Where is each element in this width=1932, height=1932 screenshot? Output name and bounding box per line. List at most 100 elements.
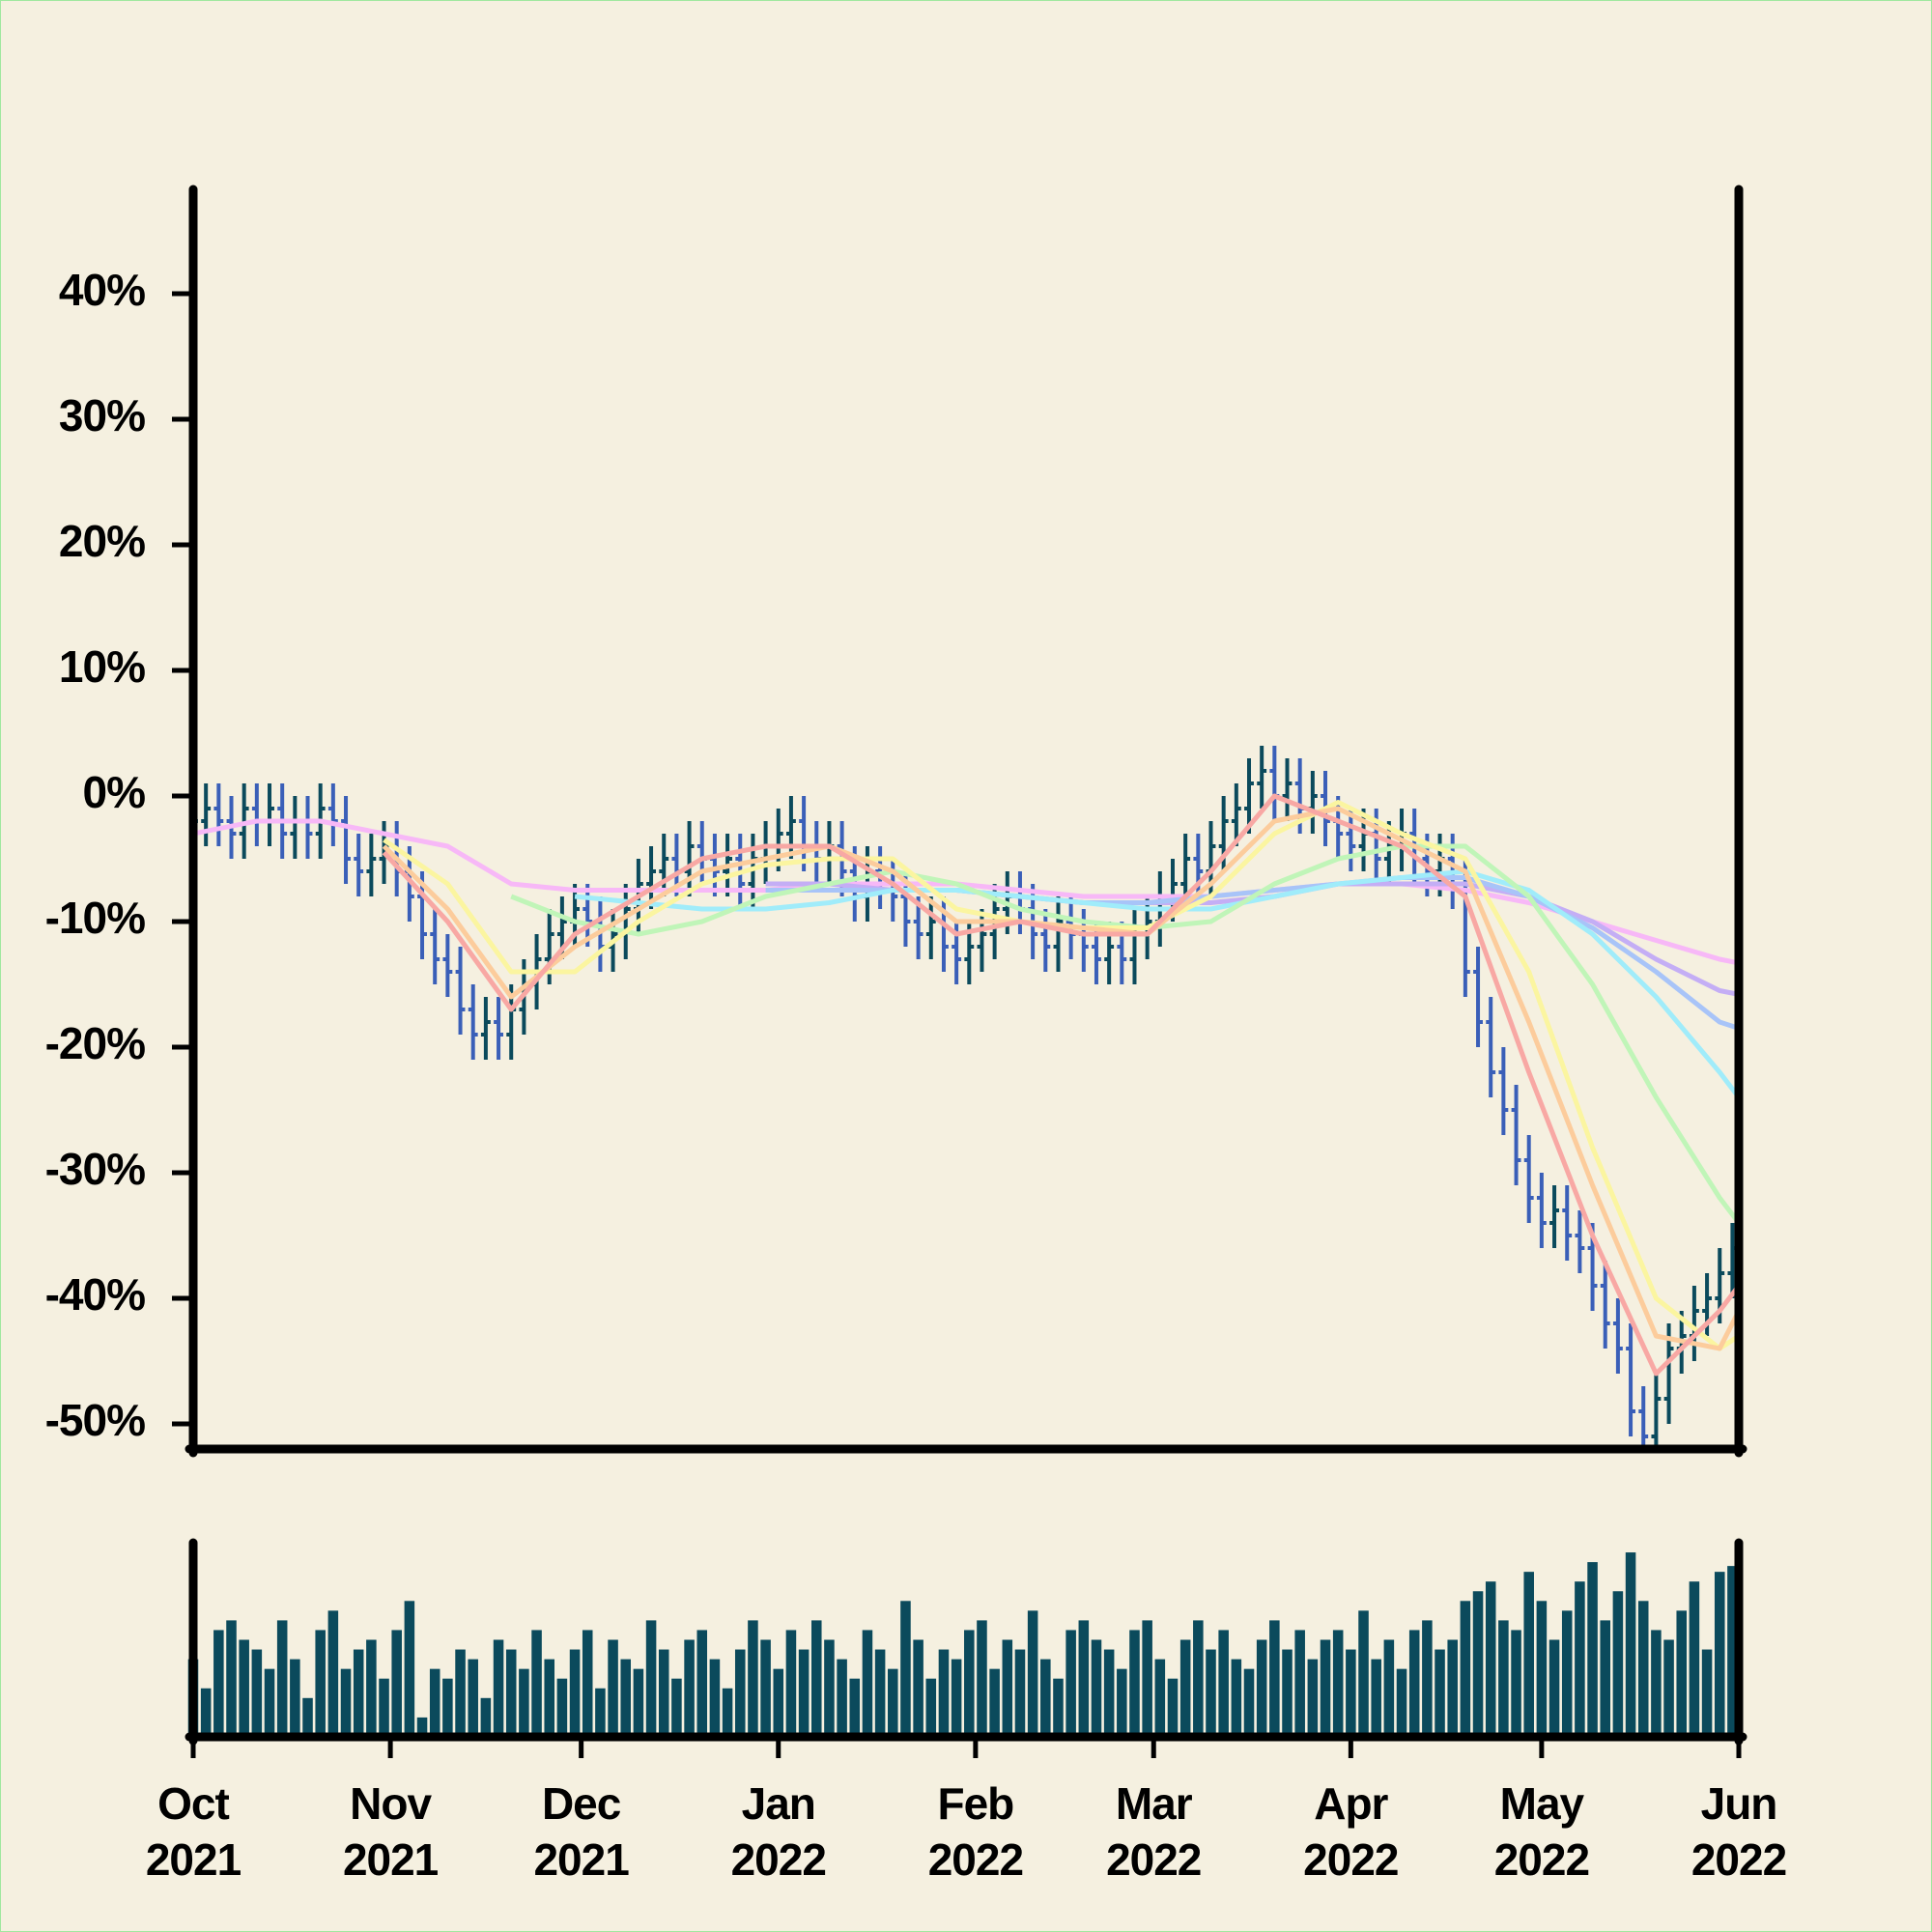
ohlc-bar bbox=[1257, 746, 1267, 809]
volume-bar bbox=[416, 1717, 428, 1737]
ohlc-bar bbox=[709, 834, 720, 896]
ohlc-bar bbox=[785, 796, 796, 859]
volume-bar bbox=[1269, 1620, 1280, 1737]
volume-bar bbox=[1231, 1659, 1242, 1737]
volume-bar bbox=[1243, 1668, 1255, 1737]
volume-bar bbox=[505, 1649, 517, 1737]
volume-bar bbox=[455, 1649, 466, 1737]
volume-bar bbox=[874, 1649, 886, 1737]
ohlc-bar bbox=[1498, 1047, 1509, 1135]
volume-bar bbox=[938, 1649, 950, 1737]
volume-bar bbox=[748, 1620, 758, 1737]
volume-bar bbox=[620, 1659, 632, 1737]
volume-bar bbox=[1714, 1572, 1725, 1737]
volume-bar bbox=[1014, 1649, 1026, 1737]
ohlc-bar bbox=[468, 984, 478, 1060]
x-tick-label: Dec 2021 bbox=[533, 1778, 629, 1885]
volume-bar bbox=[1027, 1610, 1038, 1737]
volume-bar bbox=[1320, 1639, 1331, 1737]
volume-bar bbox=[1282, 1649, 1293, 1737]
volume-bar bbox=[1218, 1630, 1229, 1737]
volume-bar bbox=[1396, 1668, 1407, 1737]
volume-bar bbox=[1561, 1610, 1573, 1737]
ohlc-bar bbox=[646, 846, 657, 909]
volume-bar bbox=[1663, 1639, 1674, 1737]
volume-bar bbox=[519, 1668, 529, 1737]
ohlc-bar bbox=[1078, 909, 1089, 972]
ohlc-bar bbox=[1473, 947, 1483, 1047]
ohlc-bar bbox=[1015, 871, 1025, 934]
volume-bar bbox=[1167, 1678, 1179, 1737]
ohlc-bar bbox=[494, 997, 503, 1060]
volume-bar bbox=[1536, 1601, 1548, 1737]
ohlc-bar bbox=[1282, 758, 1293, 821]
volume-bar bbox=[798, 1649, 810, 1737]
ohlc-bar bbox=[354, 834, 364, 896]
volume-bar bbox=[1040, 1659, 1051, 1737]
x-tick-label: Jun 2022 bbox=[1690, 1778, 1787, 1885]
volume-bar bbox=[671, 1678, 682, 1737]
volume-bar bbox=[1193, 1620, 1204, 1737]
volume-bar bbox=[468, 1659, 478, 1737]
volume-bar bbox=[429, 1668, 440, 1737]
ohlc-bar bbox=[1307, 771, 1318, 834]
volume-bar bbox=[900, 1601, 911, 1737]
volume-bar bbox=[1332, 1630, 1344, 1737]
volume-bar bbox=[1129, 1630, 1140, 1737]
y-tick-label: -20% bbox=[45, 1018, 145, 1068]
volume-bar bbox=[1511, 1630, 1521, 1737]
volume-bar bbox=[569, 1649, 581, 1737]
ohlc-bar bbox=[1244, 758, 1254, 834]
ohlc-bar bbox=[1053, 896, 1064, 972]
volume-bar bbox=[264, 1668, 275, 1737]
volume-bar bbox=[391, 1630, 402, 1737]
volume-bar bbox=[1206, 1649, 1216, 1737]
volume-bar bbox=[1383, 1639, 1395, 1737]
ohlc-bar bbox=[239, 783, 249, 859]
volume-bar bbox=[684, 1639, 695, 1737]
volume-bar bbox=[862, 1630, 873, 1737]
volume-bar bbox=[226, 1620, 237, 1737]
volume-bar bbox=[1485, 1581, 1496, 1737]
ohlc-bar bbox=[620, 884, 631, 959]
ohlc-bar bbox=[201, 783, 212, 846]
ohlc-bar bbox=[1231, 783, 1241, 846]
volume-bar bbox=[811, 1620, 822, 1737]
volume-bar bbox=[276, 1620, 288, 1737]
volume-bar bbox=[1523, 1572, 1534, 1737]
volume-bar bbox=[1154, 1659, 1166, 1737]
volume-bar bbox=[888, 1668, 898, 1737]
volume-bar bbox=[480, 1697, 492, 1737]
volume-bar bbox=[734, 1649, 746, 1737]
volume-bar bbox=[760, 1639, 771, 1737]
ohlc-bar bbox=[290, 796, 300, 859]
volume-bar bbox=[213, 1630, 224, 1737]
volume-bar bbox=[1612, 1591, 1624, 1737]
volume-bar bbox=[1637, 1601, 1649, 1737]
volume-bar bbox=[1548, 1639, 1560, 1737]
volume-bar bbox=[1307, 1659, 1319, 1737]
volume-bar bbox=[1600, 1620, 1610, 1737]
volume-bar bbox=[302, 1697, 313, 1737]
ohlc-bar bbox=[1129, 909, 1140, 984]
ohlc-bar bbox=[1346, 809, 1356, 871]
y-tick-label: 20% bbox=[59, 516, 145, 566]
ohlc-bar bbox=[442, 934, 453, 997]
ohlc-bar bbox=[1626, 1323, 1636, 1436]
ohlc-bar bbox=[1549, 1185, 1559, 1248]
volume-bar bbox=[1078, 1620, 1090, 1737]
price-plot bbox=[193, 746, 1739, 1449]
volume-bar bbox=[977, 1620, 987, 1737]
y-tick-label: -50% bbox=[45, 1395, 145, 1445]
volume-bar bbox=[379, 1678, 389, 1737]
ohlc-bar bbox=[1040, 909, 1051, 972]
volume-bar bbox=[773, 1668, 784, 1737]
ohlc-bar bbox=[213, 783, 224, 846]
ohlc-bar bbox=[1536, 1173, 1547, 1248]
ohlc-bar bbox=[430, 909, 440, 984]
volume-bar bbox=[200, 1688, 212, 1737]
ohlc-bar bbox=[760, 821, 771, 884]
moving-average-line bbox=[382, 793, 1739, 1377]
